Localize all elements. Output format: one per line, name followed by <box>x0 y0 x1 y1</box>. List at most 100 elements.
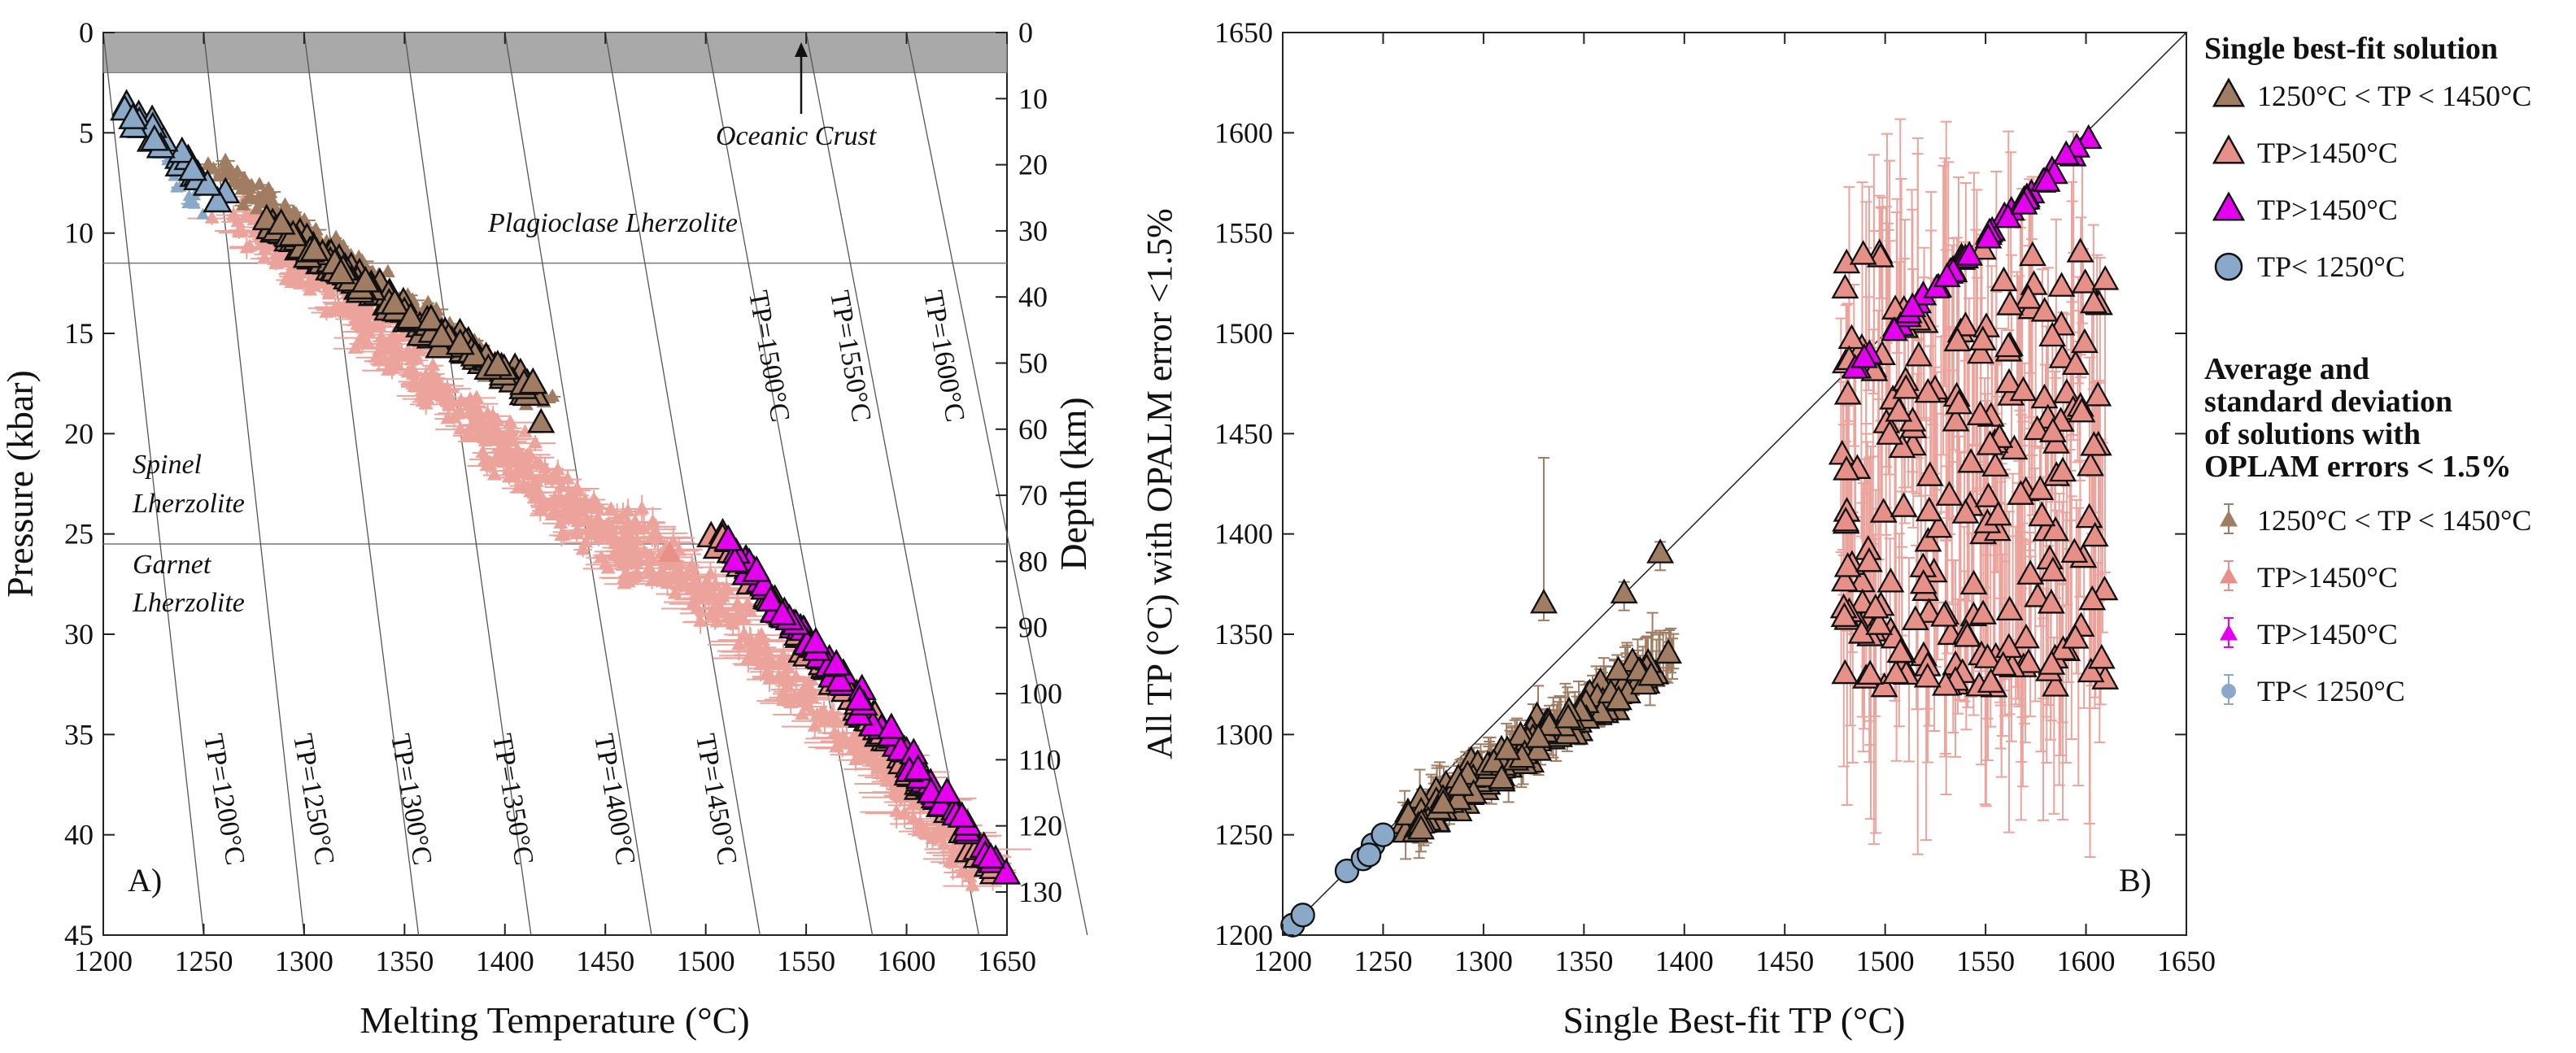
average-point-tp-gt-1450 <box>715 589 730 603</box>
best-fit-point-salmon <box>1943 326 1972 352</box>
average-point-tp-gt-1450 <box>645 514 660 528</box>
best-fit-point-magenta <box>741 555 772 582</box>
average-point-blue <box>181 196 195 209</box>
best-fit-point-salmon <box>2060 537 2089 563</box>
best-fit-point-salmon <box>1901 605 1929 631</box>
average-point-tp-gt-1450 <box>749 650 765 664</box>
best-fit-point-salmon <box>2018 241 2046 267</box>
average-point-tp-gt-1450 <box>527 435 543 449</box>
depth-tick-label: 110 <box>1018 743 1061 776</box>
average-point-tp-gt-1450 <box>731 636 747 650</box>
best-fit-point-salmon <box>2026 475 2055 500</box>
best-fit-point-salmon <box>1881 659 1910 685</box>
average-point-tp-gt-1450 <box>310 275 325 289</box>
x-tick-label: 1500 <box>677 945 735 977</box>
best-fit-point-magenta <box>947 801 977 828</box>
best-fit-point-salmon <box>1833 380 1862 405</box>
average-point-tp-gt-1450 <box>813 705 829 719</box>
panel-a: 1200 1250 1300 1350 1400 1450 1500 1550 1600 1650… <box>0 16 1094 1041</box>
best-fit-point-salmon <box>2030 383 2059 409</box>
x-tick-label: 1400 <box>476 945 534 977</box>
average-point-tp-gt-1450 <box>519 463 534 476</box>
best-fit-point-salmon <box>2080 431 2108 456</box>
average-point-tp-gt-1450 <box>439 381 455 394</box>
best-fit-point-salmon <box>1828 439 1856 465</box>
best-fit-point-brown <box>1604 655 1632 681</box>
average-point-tp-gt-1450 <box>621 574 636 588</box>
best-fit-point-salmon <box>2048 343 2077 368</box>
adiabat-label-text: TP=1550°C <box>824 289 877 424</box>
average-point-tp-gt-1450 <box>600 560 616 574</box>
average-point-tp-gt-1450 <box>702 587 717 601</box>
best-fit-point-salmon <box>1885 397 1913 422</box>
best-fit-point-brown <box>1446 771 1475 796</box>
best-fit-point-salmon <box>1995 595 2024 621</box>
average-point-tp-gt-1450 <box>239 240 255 254</box>
average-point-brown <box>229 163 245 178</box>
spinel-label-1: Spinel <box>133 450 202 480</box>
best-fit-point-salmon <box>2023 415 2051 441</box>
panel-a-label: A) <box>128 862 162 899</box>
best-fit-point-brown <box>380 288 410 315</box>
average-point-tp-gt-1450 <box>570 504 586 518</box>
average-point-tp-gt-1450 <box>451 406 466 420</box>
best-fit-point-brown <box>416 303 447 331</box>
best-fit-point-salmon <box>1830 566 1859 592</box>
average-point-tp-gt-1450 <box>477 429 492 443</box>
best-fit-point-salmon <box>2084 381 2112 407</box>
adiabat-label-text: TP=1250°C <box>287 732 340 868</box>
best-fit-point-salmon <box>1977 668 2005 693</box>
average-point-tp-gt-1450 <box>418 396 434 410</box>
best-fit-point-salmon <box>2087 643 2116 669</box>
best-fit-point-salmon <box>1967 338 1994 364</box>
best-fit-point-salmon <box>2071 328 2099 354</box>
average-point-tp-gt-1450 <box>762 671 778 685</box>
best-fit-point-brown <box>1535 711 1563 737</box>
panel-a-adiabats <box>102 32 1088 936</box>
average-point-tp-gt-1450 <box>529 473 544 487</box>
x-tick-label: 1200 <box>74 945 133 977</box>
average-point-tp-gt-1450 <box>569 524 584 537</box>
panel-a-ticks: 1200 1250 1300 1350 1400 1450 1500 1550 1600 1650… <box>64 16 1062 977</box>
average-point-tp-gt-1450 <box>658 570 673 584</box>
average-point-tp-gt-1450 <box>804 682 819 696</box>
average-point-tp-gt-1450 <box>730 596 745 610</box>
average-point-tp-gt-1450 <box>371 353 386 367</box>
best-fit-point-magenta <box>991 858 1022 885</box>
average-point-brown <box>236 181 251 194</box>
average-point-tp-gt-1450 <box>532 456 547 470</box>
best-fit-point-salmon <box>2049 456 2077 482</box>
best-fit-point-salmon <box>1837 324 1866 350</box>
best-fit-point-salmon <box>1930 602 1958 627</box>
best-fit-point-salmon <box>1990 266 2018 292</box>
best-fit-point-blue <box>118 102 148 129</box>
average-point-tp-gt-1450 <box>204 210 220 224</box>
plagioclase-label: Plagioclase Lherzolite <box>487 208 738 238</box>
best-fit-point-salmon <box>1865 610 1894 635</box>
average-point-tp-gt-1450 <box>754 627 769 641</box>
average-point-tp-gt-1450 <box>926 829 942 843</box>
best-fit-point-salmon <box>2012 623 2040 649</box>
best-fit-point-brown <box>1480 747 1508 773</box>
average-point-tp-gt-1450 <box>490 413 505 427</box>
average-point-tp-gt-1450 <box>679 578 695 592</box>
average-point-tp-gt-1450 <box>630 533 645 546</box>
best-fit-point-salmon <box>1915 496 1943 522</box>
best-fit-point-salmon <box>1892 373 1920 399</box>
best-fit-point-blue <box>177 154 207 181</box>
best-fit-point-salmon <box>2080 288 2108 314</box>
oceanic-crust-label: Oceanic Crust <box>716 121 878 151</box>
panel-a-xlabel: Melting Temperature (°C) <box>360 999 749 1041</box>
average-point-tp-gt-1450 <box>913 816 928 829</box>
average-point-tp-gt-1450 <box>232 222 247 236</box>
average-point-tp-gt-1450 <box>730 607 745 621</box>
depth-tick-label: 90 <box>1018 611 1048 644</box>
garnet-label-1: Garnet <box>133 550 212 580</box>
best-fit-point-salmon <box>2028 501 2056 527</box>
average-point-brown <box>206 161 221 175</box>
average-point-tp-gt-1450 <box>522 446 538 460</box>
best-fit-point-brown <box>1444 785 1472 810</box>
adiabat-label: TP=1400°C <box>588 732 641 868</box>
average-point-tp-gt-1450 <box>550 462 565 476</box>
best-fit-point-salmon <box>2016 559 2045 585</box>
